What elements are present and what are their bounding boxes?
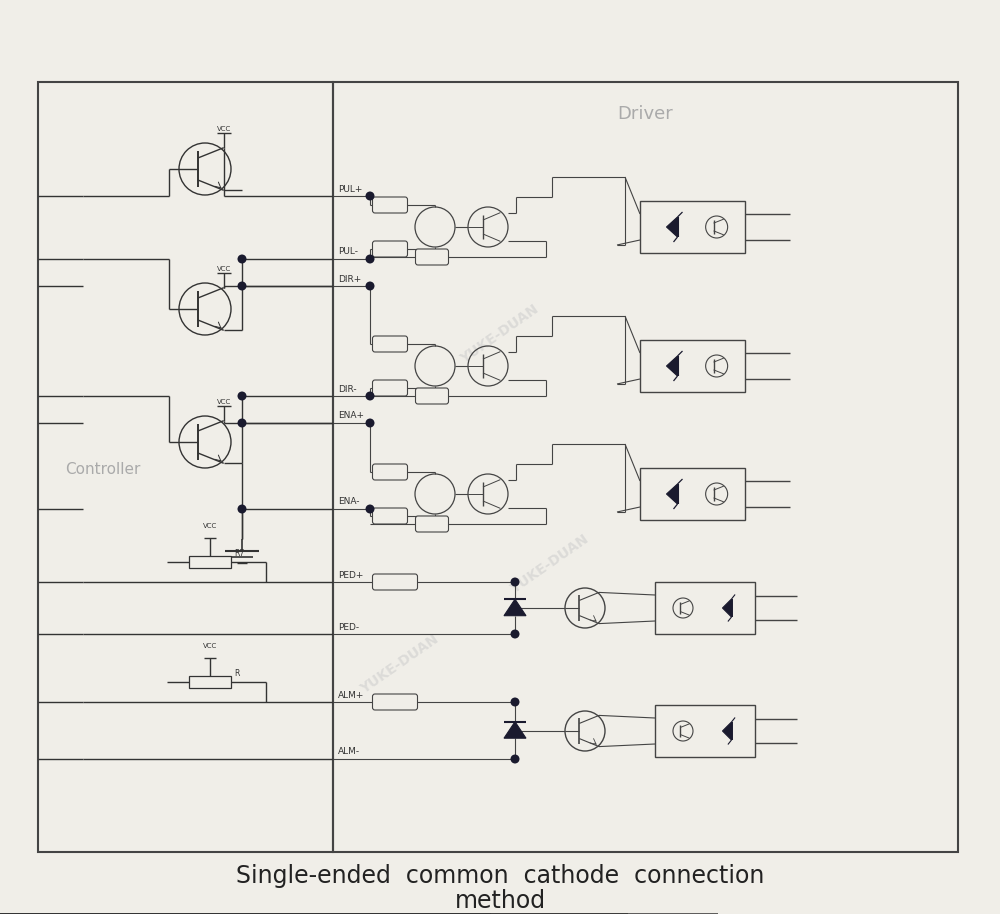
Circle shape (366, 419, 374, 428)
Text: PUL+: PUL+ (338, 185, 362, 194)
FancyBboxPatch shape (372, 464, 408, 480)
Polygon shape (667, 356, 678, 376)
Bar (640, 201, 745, 253)
Circle shape (511, 578, 520, 587)
Circle shape (511, 630, 520, 639)
FancyBboxPatch shape (372, 508, 408, 524)
Text: R7: R7 (234, 548, 244, 558)
Circle shape (366, 282, 374, 291)
Bar (640, 468, 745, 520)
FancyBboxPatch shape (372, 380, 408, 396)
Text: YUKE-DUAN: YUKE-DUAN (358, 632, 442, 696)
Bar (38, 82, 333, 852)
Polygon shape (722, 722, 732, 740)
Circle shape (238, 419, 246, 428)
Text: DIR-: DIR- (338, 385, 357, 394)
Circle shape (238, 282, 246, 291)
Text: VCC: VCC (203, 523, 217, 529)
Text: VCC: VCC (217, 266, 231, 272)
Text: PED-: PED- (338, 622, 359, 632)
Text: YUKE-DUAN: YUKE-DUAN (508, 532, 592, 596)
FancyBboxPatch shape (415, 516, 448, 532)
Bar (189, 676, 231, 688)
Polygon shape (504, 722, 526, 739)
Text: ALM+: ALM+ (338, 690, 364, 699)
Text: ENA-: ENA- (338, 497, 360, 506)
FancyBboxPatch shape (372, 241, 408, 257)
Text: DIR+: DIR+ (338, 274, 361, 283)
FancyBboxPatch shape (415, 249, 448, 265)
Circle shape (366, 391, 374, 400)
Circle shape (238, 505, 246, 514)
Text: VCC: VCC (217, 126, 231, 132)
Text: VCC: VCC (203, 643, 217, 649)
Text: PUL-: PUL- (338, 248, 358, 257)
Polygon shape (667, 217, 678, 237)
Circle shape (366, 192, 374, 200)
Text: ENA+: ENA+ (338, 411, 364, 420)
FancyBboxPatch shape (372, 694, 418, 710)
Text: Single-ended  common  cathode  connection: Single-ended common cathode connection (236, 864, 764, 888)
Text: R: R (234, 668, 239, 677)
Bar (189, 556, 231, 568)
Circle shape (511, 754, 520, 763)
Bar (333, 82, 958, 852)
Text: ALM-: ALM- (338, 748, 360, 757)
Circle shape (511, 697, 520, 707)
Text: VCC: VCC (217, 399, 231, 405)
Circle shape (366, 254, 374, 263)
Text: Driver: Driver (617, 105, 673, 123)
Text: PED+: PED+ (338, 570, 363, 579)
FancyBboxPatch shape (415, 388, 448, 404)
Circle shape (366, 505, 374, 514)
FancyBboxPatch shape (372, 336, 408, 352)
FancyBboxPatch shape (372, 574, 418, 590)
Bar (655, 582, 755, 634)
Text: method: method (454, 889, 546, 913)
Text: YUKE-DUAN: YUKE-DUAN (458, 302, 542, 367)
Text: Controller: Controller (65, 462, 140, 476)
Circle shape (238, 391, 246, 400)
Polygon shape (722, 599, 732, 617)
Bar (640, 340, 745, 392)
Circle shape (238, 254, 246, 263)
FancyBboxPatch shape (372, 197, 408, 213)
Polygon shape (504, 600, 526, 616)
Polygon shape (667, 484, 678, 504)
Bar (655, 705, 755, 757)
